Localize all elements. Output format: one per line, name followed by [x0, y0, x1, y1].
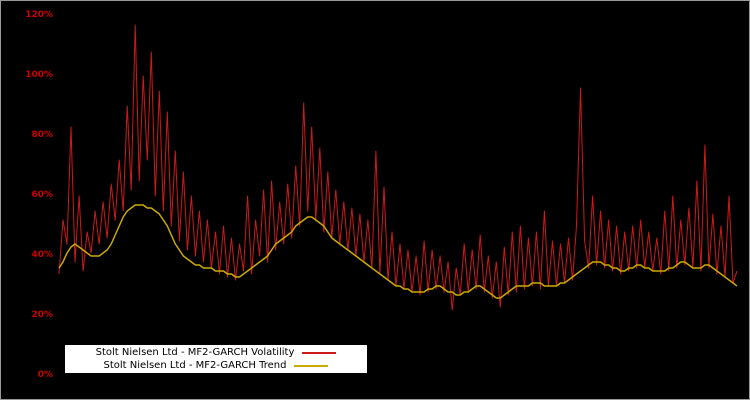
y-tick-label: 60% — [31, 190, 53, 200]
legend-line-swatch — [302, 351, 337, 354]
y-tick-label: 100% — [25, 70, 53, 80]
legend-item-volatility: Stolt Nielsen Ltd - MF2-GARCH Volatility — [65, 346, 367, 359]
legend-label-volatility: Stolt Nielsen Ltd - MF2-GARCH Volatility — [95, 347, 295, 358]
y-axis: 120% 100% 80% 60% 40% 20% 0% — [1, 1, 57, 399]
legend: Stolt Nielsen Ltd - MF2-GARCH Volatility… — [65, 345, 367, 373]
y-tick-label: 0% — [37, 370, 53, 380]
y-tick-label: 20% — [31, 310, 53, 320]
legend-item-trend: Stolt Nielsen Ltd - MF2-GARCH Trend — [65, 359, 367, 372]
legend-line-swatch — [294, 364, 329, 367]
y-tick-label: 40% — [31, 250, 53, 260]
legend-label-trend: Stolt Nielsen Ltd - MF2-GARCH Trend — [103, 360, 287, 371]
y-tick-label: 80% — [31, 130, 53, 140]
y-tick-label: 120% — [25, 10, 53, 20]
